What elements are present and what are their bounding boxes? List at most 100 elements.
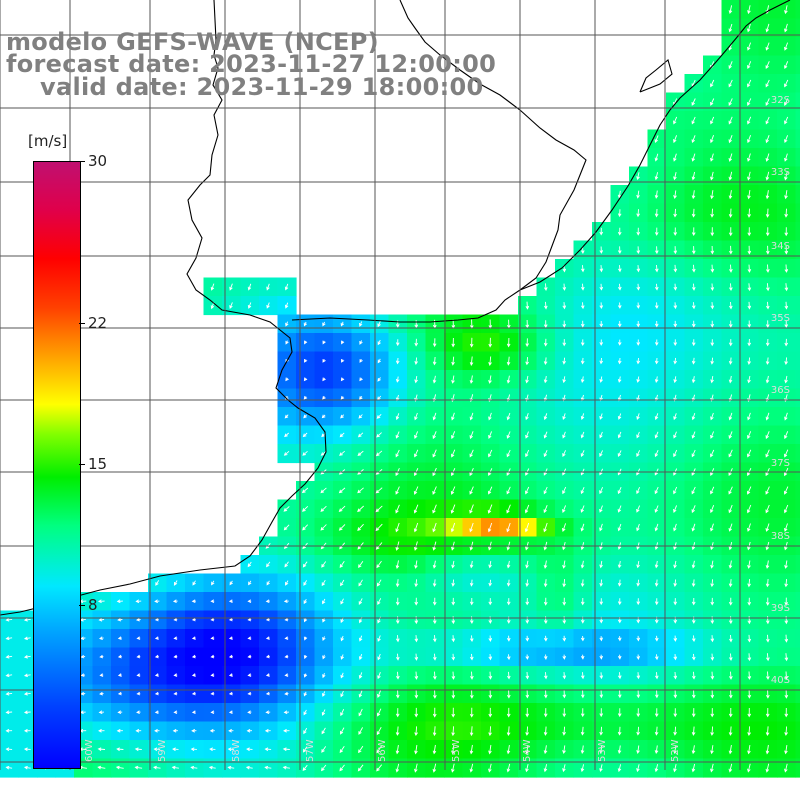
wind-arrow [469,726,474,737]
wind-arrow [636,209,640,218]
longitude-label: 52W [670,739,681,762]
wind-arrow [284,432,290,438]
wind-arrow [5,728,13,733]
wind-arrow [303,580,307,586]
wind-arrow [562,708,567,718]
wind-arrow [710,116,715,125]
wind-arrow [710,505,715,514]
wind-arrow [617,708,622,718]
wind-arrow [284,636,289,640]
wind-arrow [469,560,474,569]
wind-cell [795,203,800,223]
wind-arrow [135,599,142,604]
wind-arrow [488,707,493,718]
wind-arrow [765,523,770,532]
wind-arrow [654,357,659,365]
wind-arrow [450,449,456,458]
wind-arrow [376,726,382,736]
wind-arrow [228,673,233,677]
wind-arrow [247,617,252,622]
wind-arrow [710,283,715,291]
wind-cell [795,518,800,538]
wind-arrow [469,431,474,440]
wind-arrow [154,673,159,677]
wind-cell [795,314,800,334]
wind-arrow [320,524,327,531]
wind-arrow [784,208,788,218]
wind-arrow [210,710,215,715]
valid-date: valid date: 2023-11-29 18:00:00 [40,73,484,101]
wind-cell [795,259,800,279]
wind-arrow [525,338,529,348]
wind-arrow [747,171,751,181]
wind-arrow [284,283,289,291]
wind-arrow [765,431,770,440]
wind-arrow [617,431,622,439]
wind-arrow [136,710,141,715]
wind-arrow [655,690,659,699]
wind-arrow [322,340,326,345]
wind-arrow [414,635,419,643]
wind-arrow [396,671,400,680]
wind-arrow [266,283,270,291]
wind-arrow [691,227,696,237]
wind-arrow [506,412,511,421]
wind-cell [795,222,800,242]
wind-arrow [710,449,715,458]
wind-arrow [710,635,715,643]
wind-arrow [247,599,252,604]
wind-arrow [765,208,770,218]
latitude-label: 38S [771,531,790,542]
wind-arrow [747,763,751,773]
wind-cell [795,296,800,316]
wind-arrow [506,635,511,642]
wind-arrow [414,376,418,384]
wind-arrow [784,357,788,366]
wind-arrow [5,673,13,678]
wind-arrow [599,636,604,642]
wind-arrow [636,320,641,328]
wind-arrow [747,653,752,662]
wind-arrow [320,505,327,512]
wind-arrow [228,617,233,622]
wind-cell [795,444,800,464]
wind-arrow [728,357,733,365]
longitude-label: 60W [84,739,95,762]
wind-arrow [525,654,530,660]
wind-arrow [377,320,381,328]
latitude-label: 32S [771,95,790,106]
wind-arrow [599,708,604,718]
wind-arrow [341,340,345,345]
wind-arrow [655,264,659,273]
wind-arrow [488,635,493,642]
wind-arrow [507,689,511,699]
wind-arrow [784,23,788,33]
wind-arrow [340,727,345,735]
wind-arrow [784,597,789,606]
wind-arrow [691,449,696,458]
wind-arrow [525,635,530,642]
wind-arrow [192,580,196,586]
wind-arrow [395,597,400,606]
wind-arrow [654,708,659,718]
wind-arrow [747,42,752,51]
wind-arrow [375,505,383,513]
wind-arrow [784,116,789,125]
wind-arrow [432,449,437,458]
wind-arrow [265,710,271,715]
wind-arrow [747,745,751,755]
wind-arrow [766,301,770,310]
wind-arrow [266,302,270,309]
wind-arrow [636,726,640,736]
wind-arrow [341,358,345,363]
wind-arrow [543,413,548,421]
wind-arrow [116,747,124,752]
wind-arrow [358,560,364,569]
wind-arrow [395,579,400,588]
wind-arrow [321,561,327,568]
wind-arrow [728,504,733,514]
latitude-label: 33S [771,167,790,178]
wind-arrow [302,764,308,772]
wind-arrow [395,726,400,736]
